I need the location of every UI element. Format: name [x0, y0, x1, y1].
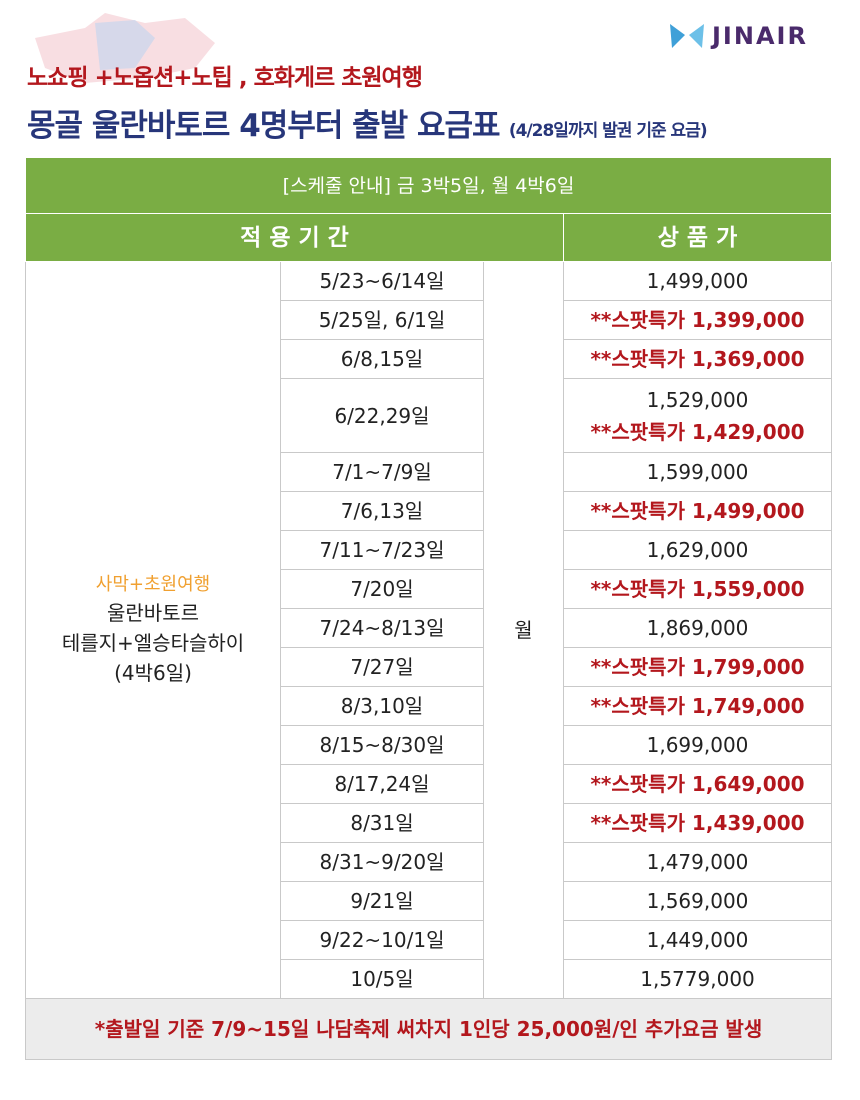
price: 1,699,000	[646, 733, 749, 757]
date-cell: 7/24~8/13일	[280, 608, 484, 648]
price-cell: 1,869,000	[562, 608, 833, 648]
price-row: 사막+초원여행 울란바토르 테를지+엘승타슬하이 (4박6일) 5/23~6/14일 월 1…	[25, 261, 833, 999]
date-cell: 8/15~8/30일	[280, 725, 484, 765]
date-cell: 8/31일	[280, 803, 484, 843]
column-header: 상 품 가	[562, 213, 833, 262]
price-cell: 1,529,000 **스팟특가 1,429,000	[562, 378, 833, 453]
price-cell: **스팟특가 1,749,000	[562, 686, 833, 726]
price-row: 7/20일 **스팟특가 1,559,000	[26, 569, 833, 609]
price-row: 7/11~7/23일 1,629,000	[26, 530, 833, 570]
title: 몽골 울란바토르 4명부터 출발 요금표 (4/28일까지 발권 기준 요금)	[27, 100, 708, 145]
date-cell: 8/31~9/20일	[280, 842, 484, 882]
price-cell: 1,629,000	[562, 530, 833, 570]
subtitle: 노쇼핑 +노옵션+노팁 , 호화게르 초원여행	[27, 65, 423, 91]
price: 1,869,000	[646, 616, 749, 640]
price: 1,449,000	[646, 928, 749, 952]
date-cell: 10/5일	[280, 959, 484, 999]
price-cell: **스팟특가 1,799,000	[562, 647, 833, 687]
date-cell: 5/25일, 6/1일	[280, 300, 484, 340]
price-cell: 1,699,000	[562, 725, 833, 765]
price-row: 9/22~10/1일 1,449,000	[26, 920, 833, 960]
date-cell: 7/1~7/9일	[280, 452, 484, 492]
date-cell: 7/11~7/23일	[280, 530, 484, 570]
price-cell: 1,479,000	[562, 842, 833, 882]
day-cell: 월	[483, 261, 564, 999]
title-main: 몽골 울란바토르 4명부터 출발 요금표	[27, 108, 501, 144]
price: **스팟특가 1,399,000	[590, 308, 805, 332]
price: **스팟특가 1,559,000	[590, 577, 805, 601]
price-cell: 1,499,000	[562, 261, 833, 301]
price-cell: 1,449,000	[562, 920, 833, 960]
date-cell: 6/22,29일	[280, 378, 484, 453]
map-decoration	[35, 13, 215, 83]
price: **스팟특가 1,649,000	[590, 772, 805, 796]
price-cell: **스팟특가 1,399,000	[562, 300, 833, 340]
price: 1,5779,000	[640, 967, 755, 991]
price: 1,499,000	[646, 269, 749, 293]
price-cell: **스팟특가 1,369,000	[562, 339, 833, 379]
logo: JINAIR	[668, 22, 808, 50]
price-row: 6/8,15일 **스팟특가 1,369,000	[26, 339, 833, 379]
price: 1,479,000	[646, 850, 749, 874]
date-cell: 6/8,15일	[280, 339, 484, 379]
price-cell: **스팟특가 1,559,000	[562, 569, 833, 609]
price-row: 8/15~8/30일 1,699,000	[26, 725, 833, 765]
price-cell: 1,5779,000	[562, 959, 833, 999]
header: 노쇼핑 +노옵션+노팁 , 호화게르 초원여행 몽골 울란바토르 4명부터 출발…	[0, 0, 860, 157]
product-tag: 사막+초원여행	[95, 574, 211, 595]
date-cell: 5/23~6/14일	[280, 261, 484, 301]
column-header: 적 용 기 간	[25, 213, 564, 262]
price: **스팟특가 1,749,000	[590, 694, 805, 718]
date-cell: 9/22~10/1일	[280, 920, 484, 960]
price: 1,569,000	[646, 889, 749, 913]
price: **스팟특가 1,369,000	[590, 347, 805, 371]
date-cell: 8/3,10일	[280, 686, 484, 726]
price: 1,629,000	[646, 538, 749, 562]
product-line: (4박6일)	[114, 661, 192, 685]
price-cell: **스팟특가 1,649,000	[562, 764, 833, 804]
price-row: 7/27일 **스팟특가 1,799,000	[26, 647, 833, 687]
price-row: 7/6,13일 **스팟특가 1,499,000	[26, 491, 833, 531]
date-cell: 7/6,13일	[280, 491, 484, 531]
price-cell: 1,569,000	[562, 881, 833, 921]
price: 1,599,000	[646, 460, 749, 484]
price-cell: 1,599,000	[562, 452, 833, 492]
price-row: 7/24~8/13일 1,869,000	[26, 608, 833, 648]
price: **스팟특가 1,439,000	[590, 811, 805, 835]
logo-text: JINAIR	[712, 22, 808, 50]
price-row: 8/31일 **스팟특가 1,439,000	[26, 803, 833, 843]
footer-row: *출발일 기준 7/9~15일 나담축제 써차지 1인당 25,000원/인 추…	[24, 998, 833, 1060]
date-cell: 7/27일	[280, 647, 484, 687]
price: **스팟특가 1,429,000	[590, 419, 805, 444]
price: 1,529,000	[646, 387, 749, 412]
schedule: [스케줄 안내] 금 3박5일, 월 4박6일	[24, 157, 833, 214]
price-row: 9/21일 1,569,000	[26, 881, 833, 921]
price: **스팟특가 1,499,000	[590, 499, 805, 523]
price-row: 7/1~7/9일 1,599,000	[26, 452, 833, 492]
logo-icon	[670, 24, 704, 48]
price-cell: **스팟특가 1,499,000	[562, 491, 833, 531]
price-cell: **스팟특가 1,439,000	[562, 803, 833, 843]
price-row: 10/5일 1,5779,000	[26, 959, 833, 999]
date-cell: 9/21일	[280, 881, 484, 921]
product-line: 테를지+엘승타슬하이	[61, 631, 245, 655]
date-cell: 7/20일	[280, 569, 484, 609]
price-row: 8/3,10일 **스팟특가 1,749,000	[26, 686, 833, 726]
price-row: 8/17,24일 **스팟특가 1,649,000	[26, 764, 833, 804]
price-row: 5/25일, 6/1일 **스팟특가 1,399,000	[26, 300, 833, 340]
title-note: (4/28일까지 발권 기준 요금)	[508, 121, 708, 141]
footer-note: *출발일 기준 7/9~15일 나담축제 써차지 1인당 25,000원/인 추…	[24, 998, 833, 1060]
price: **스팟특가 1,799,000	[590, 655, 805, 679]
product-line: 울란바토르	[107, 601, 199, 625]
date-cell: 8/17,24일	[280, 764, 484, 804]
schedule-row: [스케줄 안내] 금 3박5일, 월 4박6일	[24, 157, 833, 214]
